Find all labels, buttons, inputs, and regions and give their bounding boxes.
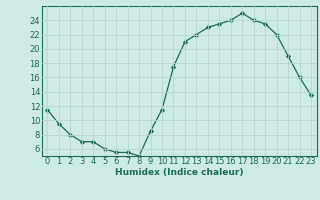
X-axis label: Humidex (Indice chaleur): Humidex (Indice chaleur) xyxy=(115,168,244,177)
